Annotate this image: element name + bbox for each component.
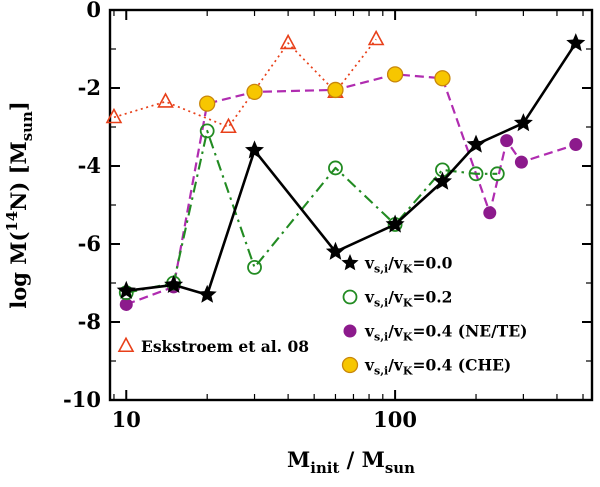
legend-item-v-s-i-v-k-0-0: vs,i/vK=0.0 (341, 254, 453, 276)
series-line (126, 42, 577, 296)
legend-label: Eskstroem et al. 08 (141, 337, 309, 356)
legend-label: vs,i/vK=0.0 (364, 254, 453, 276)
x-axis-label: Minit / Msun (287, 447, 415, 477)
y-tick-label: 0 (86, 0, 101, 22)
x-tick-label: 10 (112, 407, 141, 432)
legend-label: vs,i/vK=0.4 (CHE) (364, 356, 511, 378)
y-axis-label: log M(14N) [Msun] (3, 101, 36, 309)
series-v-s-i-v-k-0-0 (116, 33, 586, 303)
legend-item-eskstroem-et-al-08: Eskstroem et al. 08 (117, 336, 309, 356)
series-line (113, 38, 377, 128)
legend-label: vs,i/vK=0.4 (NE/TE) (364, 322, 527, 344)
series-v-s-i-v-k-0-2 (118, 123, 505, 301)
legend-item-v-s-i-v-k-0-4-che: vs,i/vK=0.4 (CHE) (341, 356, 511, 378)
y-tick-label: -8 (78, 309, 101, 334)
series-line (126, 129, 498, 294)
legend: vs,i/vK=0.0 vs,i/vK=0.2 vs,i/vK=0.4 (NE/TE… (117, 254, 527, 378)
series-v-s-i-v-k-0-4-ne-te (119, 73, 583, 311)
y-tick-label: -10 (63, 387, 101, 412)
x-tick-label: 100 (373, 407, 417, 432)
y-tick-label: -6 (78, 231, 101, 256)
series-eskstroem-et-al-08 (105, 29, 385, 134)
y-tick-label: -4 (78, 153, 101, 178)
y-tick-label: -2 (78, 75, 101, 100)
legend-item-v-s-i-v-k-0-4-ne-te: vs,i/vK=0.4 (NE/TE) (343, 322, 527, 344)
axis-ticks: 10 100 0 -2 -4 -6 -8 -10 (63, 0, 592, 432)
legend-item-v-s-i-v-k-0-2: vs,i/vK=0.2 (342, 288, 452, 310)
legend-label: vs,i/vK=0.2 (364, 288, 452, 310)
series-v-s-i-v-k-0-4-che (199, 66, 451, 112)
